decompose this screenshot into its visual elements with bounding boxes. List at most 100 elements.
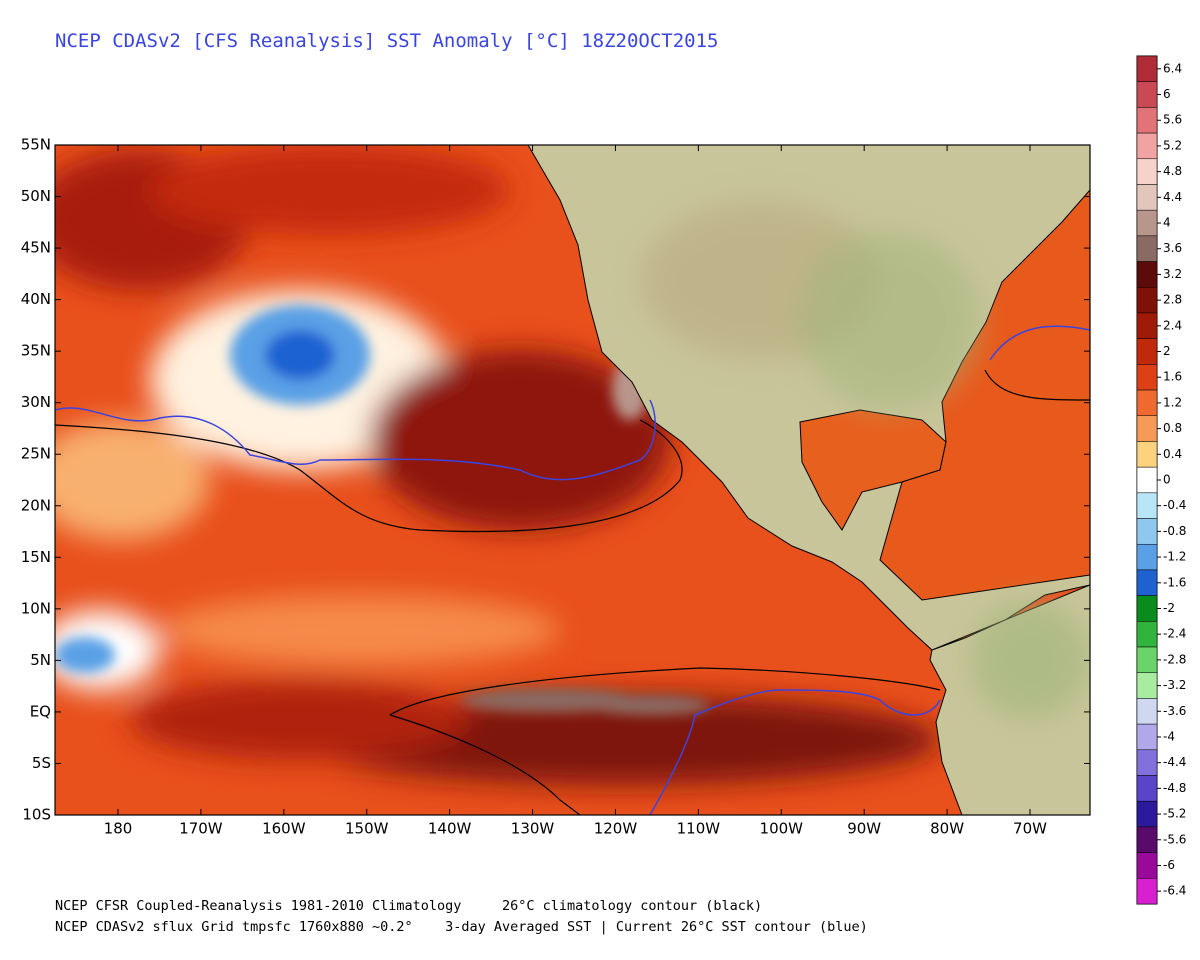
colorbar-label: -2.4: [1163, 627, 1186, 641]
colorbar-label: 6.4: [1163, 61, 1182, 75]
colorbar-label: 4: [1163, 216, 1171, 230]
footer-text: 26°C climatology contour (black): [502, 898, 763, 914]
footer-line-2: NCEP CDASv2 sflux Grid tmpsfc 1760x880 ~…: [55, 919, 868, 935]
colorbar-swatch: [1136, 518, 1158, 545]
colorbar-swatch: [1136, 595, 1158, 622]
colorbar-label: -1.2: [1163, 550, 1186, 564]
lat-label: 50N: [21, 187, 51, 205]
colorbar-label: -3.2: [1163, 678, 1186, 692]
colorbar-swatch: [1136, 415, 1158, 442]
colorbar-swatch: [1136, 749, 1158, 776]
colorbar-label: -4.4: [1163, 755, 1186, 769]
current-sst-contour: [55, 325, 1090, 815]
colorbar-swatch: [1136, 235, 1158, 262]
atlantic: [879, 189, 1090, 601]
colorbar-swatch: [1136, 287, 1158, 314]
colorbar-label: -3.6: [1163, 704, 1186, 718]
lat-label: 40N: [21, 290, 51, 308]
colorbar-swatch: [1136, 55, 1158, 82]
colorbar-swatch: [1136, 800, 1158, 828]
colorbar-label: -0.8: [1163, 524, 1186, 538]
colorbar-label: 0.4: [1163, 447, 1182, 461]
lat-label: 45N: [21, 239, 51, 257]
climatology-contour: [55, 369, 1090, 815]
colorbar-swatch: [1136, 621, 1158, 648]
lon-label: 70W: [1013, 820, 1047, 838]
lon-label: 90W: [847, 820, 881, 838]
lon-label: 140W: [428, 820, 472, 838]
colorbar-swatch: [1136, 107, 1158, 134]
colorbar-label: 6: [1163, 87, 1171, 101]
colorbar-label: 3.6: [1163, 241, 1182, 255]
colorbar-label: 2.8: [1163, 293, 1182, 307]
colorbar-swatch: [1136, 543, 1158, 571]
footer-text: NCEP CFSR Coupled-Reanalysis 1981-2010 C…: [55, 898, 462, 914]
colorbar-label: 5.2: [1163, 138, 1182, 152]
lat-label: 35N: [21, 342, 51, 360]
colorbar-label: 2: [1163, 344, 1171, 358]
lat-label: 20N: [21, 496, 51, 514]
footer-text: 3-day Averaged SST | Current 26°C SST co…: [445, 919, 868, 935]
colorbar-swatch: [1136, 492, 1158, 519]
colorbar-label: 4.8: [1163, 164, 1182, 178]
lat-label: 15N: [21, 548, 51, 566]
colorbar-label: 2.4: [1163, 318, 1182, 332]
lon-label: 130W: [511, 820, 555, 838]
colorbar-swatch: [1136, 261, 1158, 288]
colorbar-label: -1.6: [1163, 575, 1186, 589]
colorbar-swatch: [1136, 672, 1158, 699]
lat-label: 10S: [22, 806, 51, 824]
colorbar-swatch: [1136, 826, 1158, 853]
colorbar-label: 0.8: [1163, 421, 1182, 435]
colorbar-swatch: [1136, 184, 1158, 211]
colorbar-swatch: [1136, 698, 1158, 725]
colorbar-label: -5.6: [1163, 832, 1186, 846]
colorbar-label: -2.8: [1163, 652, 1186, 666]
colorbar-label: -4: [1163, 729, 1175, 743]
lat-label: EQ: [30, 702, 51, 720]
colorbar-swatch: [1136, 466, 1158, 494]
colorbar-swatch: [1136, 81, 1158, 108]
footer-text: NCEP CDASv2 sflux Grid tmpsfc 1760x880 ~…: [55, 919, 413, 935]
lon-label: 150W: [345, 820, 389, 838]
colorbar-swatch: [1136, 775, 1158, 802]
lon-label: 170W: [179, 820, 223, 838]
colorbar-label: 3.2: [1163, 267, 1182, 281]
sst-field: [55, 145, 1090, 815]
lat-label: 5S: [32, 754, 51, 772]
colorbar-swatch: [1136, 441, 1158, 468]
lat-label: 5N: [30, 651, 51, 669]
colorbar-swatch: [1136, 852, 1158, 879]
colorbar-label: -2: [1163, 601, 1175, 615]
lon-label: 160W: [262, 820, 306, 838]
lon-label: 100W: [760, 820, 804, 838]
colorbar-label: 0: [1163, 473, 1171, 487]
title: NCEP CDASv2 [CFS Reanalysis] SST Anomaly…: [55, 30, 719, 52]
colorbar-swatch: [1136, 569, 1158, 596]
colorbar-label: 1.6: [1163, 370, 1182, 384]
lon-label: 180: [104, 820, 133, 838]
colorbar-label: -6.4: [1163, 884, 1186, 898]
colorbar-swatch: [1136, 312, 1158, 339]
lat-label: 55N: [21, 136, 51, 154]
lat-label: 10N: [21, 599, 51, 617]
colorbar-swatch: [1136, 158, 1158, 185]
colorbar-swatch: [1136, 723, 1158, 751]
lat-label: 25N: [21, 445, 51, 463]
colorbar-swatch: [1136, 389, 1158, 417]
colorbar-label: -0.4: [1163, 498, 1186, 512]
colorbar-swatch: [1136, 646, 1158, 673]
colorbar-swatch: [1136, 878, 1158, 905]
colorbar-swatch: [1136, 338, 1158, 365]
colorbar-label: 1.2: [1163, 395, 1182, 409]
colorbar-label: -5.2: [1163, 807, 1186, 821]
lat-label: 30N: [21, 393, 51, 411]
lon-label: 110W: [677, 820, 721, 838]
lon-label: 80W: [930, 820, 964, 838]
lon-label: 120W: [594, 820, 638, 838]
colorbar-swatch: [1136, 364, 1158, 391]
colorbar-label: 4.4: [1163, 190, 1182, 204]
colorbar-label: -6: [1163, 858, 1175, 872]
